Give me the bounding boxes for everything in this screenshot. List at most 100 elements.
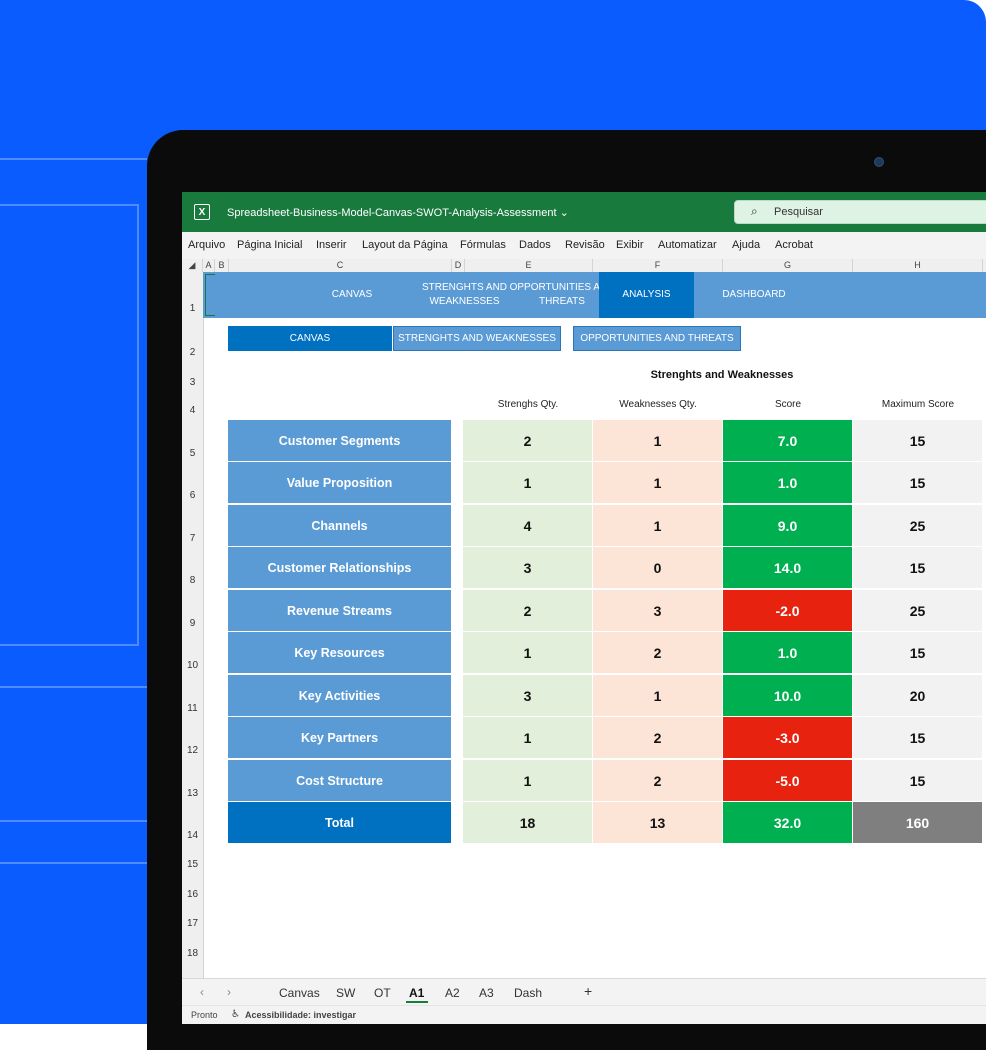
cell-weaknesses[interactable]: 1 (593, 675, 722, 716)
cell-strengths[interactable]: 1 (463, 632, 592, 673)
cell-strengths[interactable]: 2 (463, 420, 592, 461)
cell-weaknesses[interactable]: 3 (593, 590, 722, 631)
row-header[interactable]: 18 (186, 948, 199, 959)
cell-weaknesses[interactable]: 1 (593, 420, 722, 461)
row-header[interactable]: 14 (186, 830, 199, 841)
sheet-tab-sw[interactable]: SW (336, 986, 356, 1000)
row-header[interactable]: 4 (189, 405, 196, 416)
accessibility-status[interactable]: Acessibilidade: investigar (245, 1010, 357, 1020)
cell-strengths[interactable]: 1 (463, 760, 592, 801)
row-header[interactable]: 15 (186, 859, 199, 870)
cell-weaknesses[interactable]: 2 (593, 632, 722, 673)
cell-score[interactable]: -5.0 (723, 760, 852, 801)
select-all-corner[interactable]: ◢ (182, 259, 203, 272)
cell-label[interactable]: Customer Segments (228, 420, 451, 461)
cell-label[interactable]: Cost Structure (228, 760, 451, 801)
nav-analysis[interactable]: ANALYSIS (599, 272, 694, 318)
nav-dashboard[interactable]: DASHBOARD (722, 289, 786, 300)
column-header-a[interactable]: A (203, 259, 215, 272)
row-header[interactable]: 5 (189, 448, 196, 459)
row-header[interactable]: 6 (189, 490, 196, 501)
menu-ajuda[interactable]: Ajuda (732, 239, 761, 251)
document-title[interactable]: Spreadsheet-Business-Model-Canvas-SWOT-A… (227, 206, 569, 219)
column-header-c[interactable]: C (229, 259, 452, 272)
cell-score[interactable]: 7.0 (723, 420, 852, 461)
column-header-g[interactable]: G (723, 259, 853, 272)
cell-score[interactable]: 14.0 (723, 547, 852, 588)
cell-max[interactable]: 20 (853, 675, 982, 716)
column-header-h[interactable]: H (853, 259, 983, 272)
menu-exibir[interactable]: Exibir (616, 239, 644, 251)
cell-score[interactable]: -2.0 (723, 590, 852, 631)
cell-max[interactable]: 15 (853, 462, 982, 503)
row-header[interactable]: 3 (189, 377, 196, 388)
row-header[interactable]: 10 (186, 660, 199, 671)
column-header-d[interactable]: D (452, 259, 465, 272)
row-header[interactable]: 12 (186, 745, 199, 756)
cell-label-total[interactable]: Total (228, 802, 451, 843)
nav-canvas[interactable]: CANVAS (331, 289, 373, 300)
cell-weaknesses[interactable]: 1 (593, 505, 722, 546)
cell-strengths[interactable]: 1 (463, 462, 592, 503)
cell-label[interactable]: Value Proposition (228, 462, 451, 503)
row-header[interactable]: 7 (189, 533, 196, 544)
cell-max[interactable]: 15 (853, 632, 982, 673)
search-box[interactable]: ⌕ Pesquisar (734, 200, 986, 224)
cell-max[interactable]: 15 (853, 717, 982, 758)
cell-label[interactable]: Key Activities (228, 675, 451, 716)
cell-max[interactable]: 15 (853, 547, 982, 588)
column-header-e[interactable]: E (465, 259, 593, 272)
cell-label[interactable]: Revenue Streams (228, 590, 451, 631)
cell-score[interactable]: 10.0 (723, 675, 852, 716)
cell-strengths[interactable]: 3 (463, 675, 592, 716)
cell-weaknesses[interactable]: 2 (593, 760, 722, 801)
subtab-canvas[interactable]: CANVAS (228, 326, 392, 351)
subtab-strengths-weaknesses[interactable]: STRENGHTS AND WEAKNESSES (393, 326, 561, 351)
menu-pagina-inicial[interactable]: Página Inicial (237, 239, 303, 251)
chevron-right-icon[interactable]: › (227, 985, 231, 999)
row-header[interactable]: 17 (186, 918, 199, 929)
row-header[interactable]: 16 (186, 889, 199, 900)
menu-dados[interactable]: Dados (519, 239, 551, 251)
sheet-tab-a1[interactable]: A1 (409, 986, 425, 1000)
nav-strengths-weaknesses[interactable]: STRENGHTS AND WEAKNESSES (422, 282, 508, 307)
cell-score[interactable]: 9.0 (723, 505, 852, 546)
menu-revisao[interactable]: Revisão (565, 239, 605, 251)
add-sheet-button[interactable]: + (584, 983, 593, 999)
cell-weaknesses[interactable]: 0 (593, 547, 722, 588)
cell-weaknesses[interactable]: 2 (593, 717, 722, 758)
cell-max-total[interactable]: 160 (853, 802, 982, 843)
cell-strengths[interactable]: 2 (463, 590, 592, 631)
cell-weaknesses-total[interactable]: 13 (593, 802, 722, 843)
cell-max[interactable]: 15 (853, 420, 982, 461)
chevron-left-icon[interactable]: ‹ (200, 985, 204, 999)
sheet-tab-a3[interactable]: A3 (479, 986, 494, 1000)
cell-label[interactable]: Key Resources (228, 632, 451, 673)
sheet-tab-dash[interactable]: Dash (514, 986, 543, 1000)
cell-strengths-total[interactable]: 18 (463, 802, 592, 843)
sheet-tab-canvas[interactable]: Canvas (279, 986, 320, 1000)
sheet-tab-ot[interactable]: OT (374, 986, 391, 1000)
menu-acrobat[interactable]: Acrobat (775, 239, 813, 251)
cell-strengths[interactable]: 1 (463, 717, 592, 758)
row-header[interactable]: 9 (189, 618, 196, 629)
nav-opportunities-threats[interactable]: OPPORTUNITIES AND THREATS (509, 282, 615, 307)
row-header[interactable]: 2 (189, 347, 196, 358)
subtab-opportunities-threats[interactable]: OPPORTUNITIES AND THREATS (573, 326, 741, 351)
cell-max[interactable]: 25 (853, 590, 982, 631)
row-header[interactable]: 1 (189, 303, 196, 314)
menu-arquivo[interactable]: Arquivo (188, 239, 226, 251)
menu-automatizar[interactable]: Automatizar (658, 239, 717, 251)
cell-max[interactable]: 25 (853, 505, 982, 546)
menu-formulas[interactable]: Fórmulas (460, 239, 506, 251)
menu-inserir[interactable]: Inserir (316, 239, 347, 251)
column-header-f[interactable]: F (593, 259, 723, 272)
cell-strengths[interactable]: 3 (463, 547, 592, 588)
cell-label[interactable]: Channels (228, 505, 451, 546)
cell-label[interactable]: Key Partners (228, 717, 451, 758)
cell-score[interactable]: 1.0 (723, 462, 852, 503)
cell-weaknesses[interactable]: 1 (593, 462, 722, 503)
sheet-tab-a2[interactable]: A2 (445, 986, 460, 1000)
cell-label[interactable]: Customer Relationships (228, 547, 451, 588)
cell-score[interactable]: -3.0 (723, 717, 852, 758)
